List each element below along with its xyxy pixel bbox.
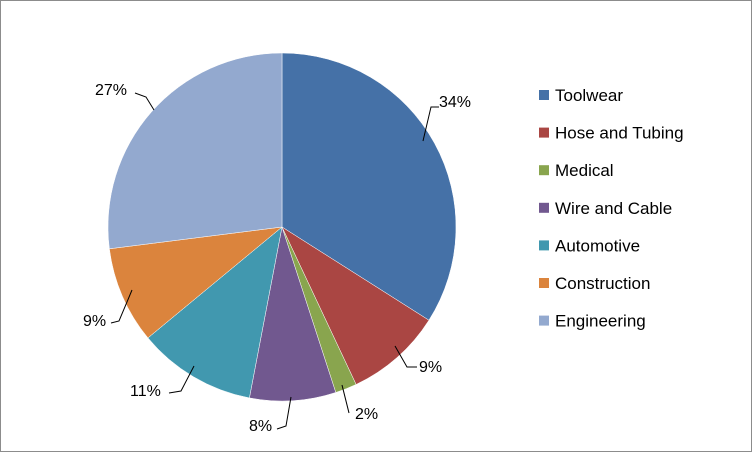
pie-slice-hose-and-tubing: [281, 226, 430, 385]
legend-label-engineering: Engineering: [555, 312, 646, 331]
legend-swatch-wire-and-cable: [539, 202, 549, 213]
leader-line-construction: [110, 289, 133, 324]
legend-swatch-medical: [539, 165, 549, 176]
legend-label-hose-and-tubing: Hose and Tubing: [555, 124, 684, 143]
legend-label-construction: Construction: [555, 274, 650, 293]
data-label-medical: 2%: [355, 406, 378, 423]
data-label-automotive: 11%: [130, 383, 161, 400]
legend-swatch-hose-and-tubing: [539, 127, 549, 138]
legend-label-automotive: Automotive: [555, 236, 640, 255]
data-label-toolwear: 34%: [439, 94, 471, 111]
leader-line-medical: [341, 384, 350, 414]
legend-swatch-automotive: [539, 240, 549, 251]
leader-line-automotive: [168, 365, 195, 394]
legend-swatch-toolwear: [539, 90, 549, 100]
data-label-hose-and-tubing: 9%: [419, 359, 442, 376]
pie-slice-automotive: [147, 226, 283, 399]
legend-swatch-construction: [539, 278, 549, 288]
leader-line-engineering: [134, 92, 155, 111]
leader-line-hose-and-tubing: [394, 345, 417, 368]
pie-slice-construction: [109, 226, 283, 339]
legend-label-medical: Medical: [555, 161, 614, 180]
legend-swatch-engineering: [539, 315, 549, 326]
pie-slices: [107, 52, 457, 402]
data-label-construction: 9%: [83, 313, 106, 330]
leader-line-wire-and-cable: [276, 396, 292, 430]
leader-line-toolwear: [422, 106, 439, 142]
legend-label-wire-and-cable: Wire and Cable: [555, 199, 672, 218]
data-label-wire-and-cable: 8%: [249, 418, 272, 435]
pie-slice-engineering: [107, 52, 283, 250]
legend-label-toolwear: Toolwear: [555, 86, 623, 105]
data-label-engineering: 27%: [95, 82, 127, 99]
legend: Toolwear Hose and Tubing Medical Wire and C…: [539, 86, 684, 331]
data-labels: 34% 9% 2% 8% 11% 9% 27%: [83, 82, 471, 435]
pie-slice-toolwear: [281, 52, 457, 321]
leader-lines: [110, 92, 439, 430]
